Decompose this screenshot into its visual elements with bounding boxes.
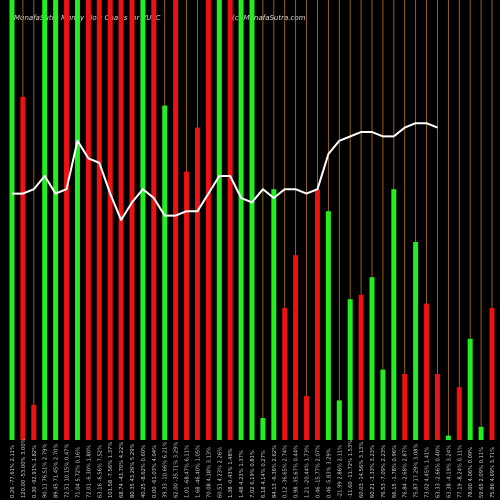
x-tick-label: 63.33 -2.66% 0.40% [435, 445, 441, 498]
flow-bar [227, 0, 233, 440]
x-tick-label: 66.15 -1.78% 0.96% [392, 445, 398, 498]
flow-bar [380, 369, 386, 440]
flow-bar [293, 255, 299, 440]
flow-bar [96, 0, 102, 440]
x-tick-label: -11.60 -11.72% 1.53% [348, 440, 354, 498]
flow-bar [445, 435, 451, 440]
x-tick-label: 1.01 -68.47% 6.11% [185, 445, 191, 498]
flow-bar [42, 0, 48, 440]
x-tick-label: 1.68 -46.40% 1.05% [195, 445, 201, 498]
x-tick-label: 73.02 4.45% 1.41% [425, 447, 431, 498]
x-tick-label: 0.98 -35.67% 0.44% [294, 445, 300, 498]
x-tick-label: 0.46 -15.77% 2.07% [315, 445, 321, 498]
flow-bar [456, 387, 462, 440]
x-tick-label: 90.11 76.51% 2.79% [43, 444, 49, 498]
flow-bar [413, 242, 419, 440]
chart-header-credit: (c) MunafaSutra.com [232, 14, 306, 22]
flow-bar [434, 374, 440, 440]
flow-bar [107, 0, 113, 440]
flow-bar [304, 396, 310, 440]
flow-bar [489, 308, 495, 440]
x-tick-label: 59.65 2.09% 0.11% [479, 447, 485, 498]
x-tick-label: 84.13 -6.36% 2.62% [272, 445, 278, 498]
x-tick-label: 75.86 4.69% 3.71% [490, 447, 496, 498]
x-tick-label: 77.19 -8.24% 0.11% [457, 445, 463, 498]
flow-bar [369, 277, 375, 440]
x-tick-label: 0.46 -5.83% 3.29% [326, 448, 332, 498]
flow-bar [184, 171, 190, 440]
x-tick-label: 101.58 -7.56% 1.37% [108, 442, 114, 498]
x-tick-label: 60.21 -3.33% 3.23% [370, 445, 376, 498]
flow-bar [129, 0, 135, 440]
x-tick-label: 68.74 -43.70% 4.22% [119, 442, 125, 498]
x-tick-label: 1.38 -0.43% 1.48% [228, 448, 234, 498]
flow-bar [194, 127, 200, 440]
flow-bar [336, 400, 342, 440]
x-tick-label: 1.21 -20.44% 1.73% [305, 445, 311, 498]
flow-bar [467, 338, 473, 440]
flow-bar [271, 189, 277, 440]
flow-bar [402, 374, 408, 440]
flow-bar [151, 0, 157, 440]
flow-bar [314, 189, 320, 440]
flow-bar [216, 0, 222, 440]
flow-bar [64, 0, 70, 440]
x-tick-label: 78.00 4.06% 0.09% [468, 447, 474, 498]
flow-bar [424, 303, 430, 440]
x-tick-label: 0.30 -92.91% 1.82% [32, 445, 38, 498]
flow-bar [325, 211, 331, 440]
x-tick-label: 7.02 6.19% 0.81% [250, 450, 256, 498]
flow-bar [20, 96, 26, 441]
x-tick-label: 76.84 -2.68% 2.87% [403, 445, 409, 498]
x-tick-label: 72.01 -6.30% 1.80% [86, 445, 92, 498]
x-tick-label: 120.00 -53.00% 3.00% [21, 438, 27, 498]
x-tick-label: 0.00 -61.03% 4.04% [152, 445, 158, 498]
flow-bar [478, 426, 484, 440]
x-tick-label: 63.16 -6.56% 7.52% [97, 445, 103, 498]
x-tick-label: 6.18 4.14% 0.27% [261, 450, 267, 498]
flow-bar [53, 0, 59, 440]
flow-bar [205, 0, 211, 440]
flow-bar [347, 299, 353, 440]
x-tick-label: 72.51 10.15% 0.47% [65, 444, 71, 498]
price-line [12, 122, 438, 221]
x-tick-label: 76.53 -7.09% 2.23% [381, 445, 387, 498]
flow-bar [31, 404, 37, 440]
x-tick-label: 80.35 43.26% 5.29% [130, 444, 136, 498]
flow-bar [391, 189, 397, 440]
x-tick-label: 89.45 71.45% 2.70% [54, 444, 60, 498]
x-tick-label: 70.08 4.18% 3.13% [206, 447, 212, 498]
x-tick-label: 75.87 17.29% 3.08% [414, 444, 420, 498]
flow-bar [74, 0, 80, 440]
x-tick-label: 60.03 -14.56% 3.13% [359, 442, 365, 498]
x-tick-label: -21.99 2.86% 2.11% [337, 445, 343, 498]
x-tick-label: 1.48 4.23% 1.37% [239, 450, 245, 498]
flow-bar [162, 105, 168, 440]
flow-bar [358, 294, 364, 440]
x-tick-label: 62.00 -35.71% 3.29% [174, 442, 180, 498]
x-tick-label: 71.04 5.72% 0.16% [75, 447, 81, 498]
x-tick-label: 0.26 -77.61% 2.11% [10, 445, 16, 498]
x-tick-label: 39.33 -10.66% 6.21% [163, 442, 169, 498]
flow-bar [260, 418, 266, 440]
x-tick-label: 0.12 -36.65% 2.74% [283, 445, 289, 498]
flow-bar [249, 0, 255, 440]
flow-bar [85, 0, 91, 440]
flow-bar [282, 308, 288, 440]
x-tick-label: 60.51 4.23% 2.26% [217, 447, 223, 498]
x-tick-label: 63.38 -4.19% 3.24% [446, 445, 452, 498]
flow-bar [140, 0, 146, 440]
flow-bar [9, 0, 15, 440]
x-tick-label: 40.25 -8.62% 0.60% [141, 445, 147, 498]
flow-bar [238, 0, 244, 440]
flow-bar [173, 0, 179, 440]
